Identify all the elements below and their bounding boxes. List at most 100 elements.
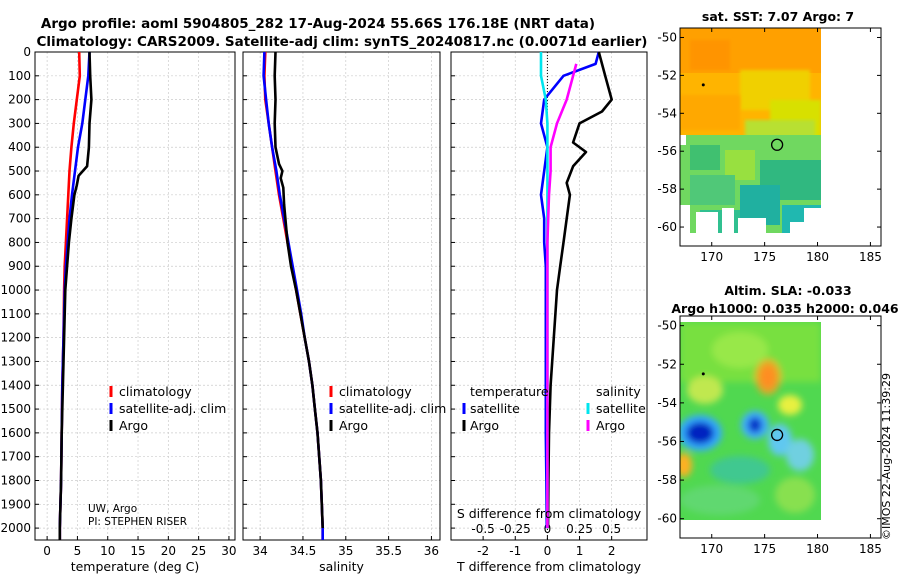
salinity-legend: climatology satellite-adj. clim Argo — [329, 384, 446, 433]
x-tick-label: 0 — [544, 544, 552, 558]
imos-watermark: ©IMOS 22-Aug-2024 11:39:29 — [880, 373, 893, 540]
y-tick-label: 0 — [23, 45, 31, 59]
map-x-tick-label: 180 — [806, 542, 829, 556]
legend-t-argo-label: Argo — [470, 418, 499, 433]
map-y-tick-label: -52 — [657, 68, 677, 82]
map-x-tick-label: 175 — [753, 542, 776, 556]
x-tick-label: 36 — [424, 544, 439, 558]
sla-map-title-line2: Argo h1000: 0.035 h2000: 0.046 — [671, 301, 899, 316]
y-tick-label: 100 — [8, 69, 31, 83]
map-y-tick-label: -56 — [657, 434, 677, 448]
x-tick-label: 30 — [221, 544, 236, 558]
y-tick-label: 1800 — [0, 473, 31, 487]
top-tick-label: -0.25 — [500, 522, 531, 536]
legend-salinity-title: salinity — [596, 384, 641, 399]
x-tick-label: 25 — [191, 544, 206, 558]
x-tick-label: 34 — [252, 544, 267, 558]
float-position-marker — [770, 428, 784, 442]
series-line-climatology — [263, 51, 325, 540]
series-line-climatology — [58, 51, 82, 540]
sla-field — [680, 322, 821, 515]
x-tick-label: -2 — [477, 544, 489, 558]
map-y-tick-label: -50 — [657, 319, 677, 333]
temperature-profile-panel: 0 5 10 15 20 25 30 temperature (deg C) 0 100 200 30… — [0, 45, 236, 574]
sst-map-axes: 170 175 180 185 -50 -52 -54 -56 -58 -60 — [657, 27, 882, 264]
y-tick-label: 1500 — [0, 402, 31, 416]
top-tick-label: 0 — [544, 522, 552, 536]
credit-line1: UW, Argo — [88, 503, 137, 515]
axes-frame — [450, 51, 648, 541]
y-tick-label: 900 — [8, 259, 31, 273]
map-x-tick-label: 180 — [806, 250, 829, 264]
legend-s-sat-label: satellite — [596, 401, 646, 416]
y-tick-label: 1900 — [0, 497, 31, 511]
difference-legend: temperature satellite Argo salinity sate… — [462, 384, 646, 433]
x-tick-label: 15 — [130, 544, 145, 558]
series-line-t-satellite — [539, 51, 601, 529]
y-tick-label: 1300 — [0, 354, 31, 368]
sst-map-title: sat. SST: 7.07 Argo: 7 — [702, 9, 854, 24]
sla-map-axes: 170 175 180 185 -50 -52 -54 -56 -58 -60 — [657, 315, 882, 556]
map-y-tick-label: -54 — [657, 396, 677, 410]
diff-top-axis-label: S difference from climatology — [457, 506, 642, 521]
series-line-t-argo — [546, 51, 614, 529]
y-tick-label: 1000 — [0, 283, 31, 297]
difference-profile-panel: -2 -1 0 1 2T difference from climatology -0.5… — [450, 51, 648, 574]
legend-temperature-title: temperature — [470, 384, 549, 399]
sst-missing-data — [680, 135, 821, 233]
series-line-argo — [58, 51, 93, 540]
axes-frame — [34, 51, 236, 541]
y-tick-label: 500 — [8, 164, 31, 178]
y-tick-label: 200 — [8, 93, 31, 107]
map-y-tick-label: -54 — [657, 106, 677, 120]
y-tick-label: 800 — [8, 235, 31, 249]
sla-map: 170 175 180 185 -50 -52 -54 -56 -58 -60 — [657, 315, 882, 556]
legend-argo-label: Argo — [339, 418, 368, 433]
legend-clim-label: climatology — [119, 384, 192, 399]
top-tick-label: 0.25 — [566, 522, 593, 536]
y-tick-label: 400 — [8, 140, 31, 154]
x-axis-label: T difference from climatology — [456, 559, 642, 574]
map-x-tick-label: 170 — [700, 542, 723, 556]
previous-position-marker — [701, 372, 705, 376]
x-tick-label: 35.5 — [375, 544, 402, 558]
map-y-tick-label: -50 — [657, 30, 677, 44]
temperature-legend: climatology satellite-adj. clim Argo — [109, 384, 226, 433]
figure-title-line1: Argo profile: aoml 5904805_282 17-Aug-20… — [41, 16, 595, 32]
legend-t-sat-label: satellite — [470, 401, 520, 416]
legend-sat-label: satellite-adj. clim — [119, 401, 226, 416]
series-line-argo — [273, 51, 324, 529]
y-tick-label: 1200 — [0, 331, 31, 345]
y-tick-label: 1100 — [0, 307, 31, 321]
y-tick-label: 1600 — [0, 426, 31, 440]
x-axis-label: temperature (deg C) — [71, 559, 200, 574]
map-y-tick-label: -60 — [657, 512, 677, 526]
sst-map: 170 175 180 185 -50 -52 -54 -56 -58 -60 — [657, 27, 882, 264]
legend-sat-label: satellite-adj. clim — [339, 401, 446, 416]
map-x-tick-label: 185 — [859, 542, 882, 556]
legend-argo-label: Argo — [119, 418, 148, 433]
map-y-tick-label: -58 — [657, 473, 677, 487]
salinity-profile-panel: 34 34.5 35 35.5 36 salinity — [242, 51, 441, 574]
top-tick-label: 0.5 — [602, 522, 621, 536]
x-tick-label: 20 — [161, 544, 176, 558]
map-x-tick-label: 185 — [859, 250, 882, 264]
x-tick-label: 35 — [338, 544, 353, 558]
series-line-s-argo — [546, 63, 578, 529]
map-y-tick-label: -56 — [657, 144, 677, 158]
series-line-satellite-adj-clim — [262, 51, 325, 540]
map-y-tick-label: -60 — [657, 220, 677, 234]
y-tick-label: 1700 — [0, 450, 31, 464]
x-tick-label: 1 — [576, 544, 584, 558]
y-tick-label: 700 — [8, 212, 31, 226]
y-tick-label: 2000 — [0, 521, 31, 535]
sla-map-title-line1: Altim. SLA: -0.033 — [724, 283, 851, 298]
float-position-marker — [770, 138, 784, 151]
map-y-tick-label: -58 — [657, 182, 677, 196]
x-tick-label: -1 — [509, 544, 521, 558]
x-axis-label: salinity — [319, 559, 364, 574]
x-tick-label: 10 — [100, 544, 115, 558]
previous-position-marker — [701, 83, 705, 87]
y-tick-label: 1400 — [0, 378, 31, 392]
